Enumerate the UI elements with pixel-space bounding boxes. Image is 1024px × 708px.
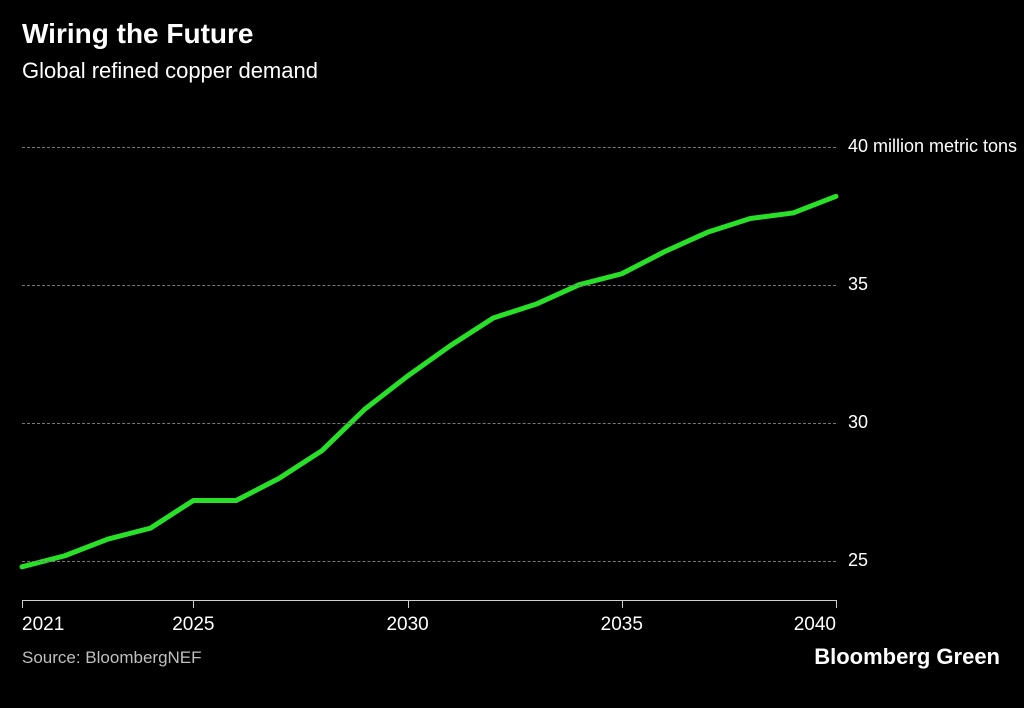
plot-area: 25303540 million metric tons202120252030… <box>22 130 836 600</box>
y-gridline <box>22 285 836 286</box>
x-tick-label: 2025 <box>172 614 214 636</box>
source-text: Source: BloombergNEF <box>22 648 202 668</box>
x-tick <box>22 600 23 608</box>
x-tick-label: 2040 <box>794 614 836 636</box>
y-gridline <box>22 147 836 148</box>
y-tick-label: 25 <box>848 550 868 571</box>
x-tick-label: 2021 <box>22 614 64 636</box>
x-tick <box>836 600 837 608</box>
chart-container: { "chart": { "type": "line", "title": "W… <box>0 0 1024 708</box>
x-tick <box>408 600 409 608</box>
y-tick-label: 30 <box>848 412 868 433</box>
x-tick-label: 2035 <box>601 614 643 636</box>
x-axis <box>22 600 836 601</box>
y-tick-label: 35 <box>848 274 868 295</box>
line-series <box>22 130 836 600</box>
x-tick <box>193 600 194 608</box>
y-gridline <box>22 423 836 424</box>
x-tick <box>622 600 623 608</box>
y-gridline <box>22 561 836 562</box>
brand-label: Bloomberg Green <box>814 644 1000 670</box>
chart-title: Wiring the Future <box>22 18 254 50</box>
y-tick-label: 40 million metric tons <box>848 136 1017 157</box>
x-tick-label: 2030 <box>386 614 428 636</box>
chart-subtitle: Global refined copper demand <box>22 58 318 84</box>
